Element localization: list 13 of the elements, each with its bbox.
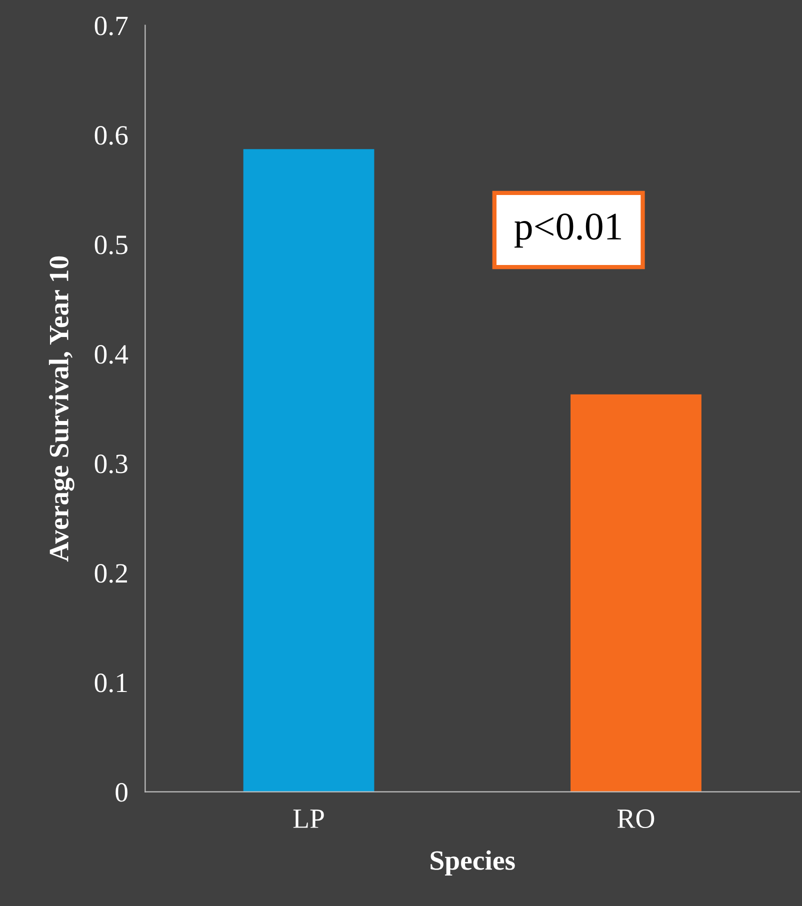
x-tick-label: LP [293,810,324,828]
x-axis-title: Species [430,850,515,876]
y-tick-label: 0.2 [94,564,127,583]
x-tick-label: RO [617,809,654,828]
y-axis-title: Average Survival, Year 10 [48,256,74,562]
y-tick-label: 0.7 [94,16,128,36]
y-tick-label: 0 [116,783,128,802]
y-tick-label: 0.3 [94,454,128,474]
y-tick-label: 0.6 [94,126,128,145]
y-tick-label: 0.5 [94,236,128,254]
annotation: p<0.01 [514,214,621,248]
y-tick-label: 0.1 [94,674,127,692]
y-tick-label: 0.4 [94,345,128,364]
